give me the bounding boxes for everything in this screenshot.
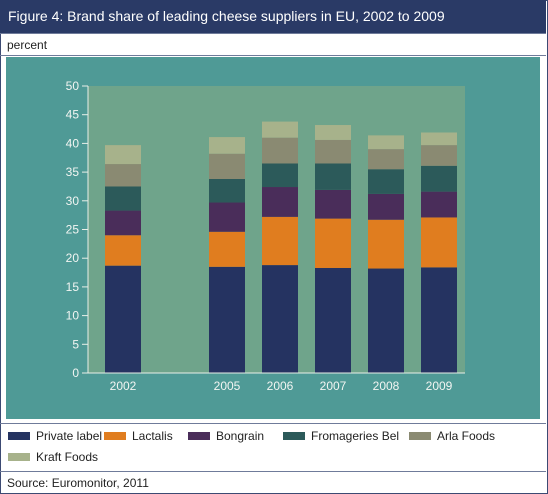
bar-segment [421, 145, 457, 166]
bar-segment [315, 267, 351, 373]
bar-segment [368, 149, 404, 170]
legend-label: Bongrain [216, 429, 265, 443]
x-tick-label: 2005 [214, 379, 241, 393]
legend-item: Private label [8, 429, 102, 445]
chart-title: Figure 4: Brand share of leading cheese … [0, 0, 546, 33]
bar-segment [105, 235, 141, 266]
bar-segment [315, 218, 351, 268]
x-tick-label: 2009 [426, 379, 453, 393]
bar-segment [209, 202, 245, 232]
bar-segment [421, 165, 457, 192]
bar-segment [368, 219, 404, 269]
y-tick-label: 30 [66, 194, 80, 208]
source-note: Source: Euromonitor, 2011 [7, 476, 149, 490]
legend-swatch [8, 431, 30, 440]
bar-segment [105, 210, 141, 236]
bar-segment [368, 169, 404, 194]
legend-swatch [188, 431, 210, 440]
legend-swatch [104, 431, 126, 440]
x-axis: 2002 2005 2006 2007 2008 2009 [88, 372, 465, 393]
bar-segment [262, 265, 298, 373]
unit-label: percent [7, 38, 48, 52]
bar-segment [315, 163, 351, 190]
x-tick-label: 2007 [320, 379, 347, 393]
unit-divider [0, 55, 546, 56]
legend-label: Arla Foods [437, 429, 496, 443]
bar-segment [421, 217, 457, 268]
bar-segment [262, 137, 298, 164]
bar-segment [315, 125, 351, 140]
y-tick-label: 35 [66, 165, 80, 179]
bar-segment [105, 265, 141, 373]
y-axis: 0 5 10 15 20 25 30 35 40 45 50 [66, 79, 89, 380]
bar-segment [262, 121, 298, 138]
bar-segment [368, 135, 404, 150]
bar-segment [209, 231, 245, 267]
legend: Private label Lactalis Bongrain Fromageries… [8, 429, 538, 474]
bar-segment [105, 145, 141, 165]
bar-segment [209, 153, 245, 179]
legend-item: Fromageries Bel [283, 429, 399, 445]
y-tick-label: 40 [66, 136, 80, 150]
bar-segment [315, 139, 351, 164]
legend-swatch [409, 431, 431, 440]
legend-swatch [283, 431, 305, 440]
source-divider [0, 471, 546, 472]
bar-segment [209, 178, 245, 203]
bar-segment [368, 268, 404, 373]
legend-label: Private label [36, 429, 103, 443]
bars-group [105, 121, 457, 373]
bar-segment [209, 137, 245, 154]
bar-segment [105, 186, 141, 211]
legend-item: Lactalis [104, 429, 173, 445]
y-tick-label: 15 [66, 280, 80, 294]
bar-segment [368, 193, 404, 220]
legend-divider-top [0, 423, 546, 424]
bar-segment [209, 266, 245, 373]
y-tick-label: 20 [66, 251, 80, 265]
bar-segment [421, 267, 457, 373]
legend-item: Arla Foods [409, 429, 495, 445]
x-tick-label: 2002 [110, 379, 137, 393]
y-tick-label: 50 [66, 79, 80, 93]
bar-segment [105, 164, 141, 187]
legend-swatch [8, 452, 30, 461]
bar-segment [262, 163, 298, 188]
legend-item: Bongrain [188, 429, 264, 445]
y-tick-label: 5 [72, 337, 79, 351]
bar-segment [421, 132, 457, 146]
y-tick-label: 0 [72, 366, 79, 380]
bar-segment [262, 187, 298, 217]
legend-item: Kraft Foods [8, 450, 98, 466]
bar-segment [315, 189, 351, 219]
title-divider [0, 33, 546, 34]
bar-segment [262, 216, 298, 266]
y-tick-label: 10 [66, 309, 80, 323]
y-tick-label: 45 [66, 108, 80, 122]
x-tick-label: 2006 [267, 379, 294, 393]
legend-label: Fromageries Bel [311, 429, 400, 443]
bar-segment [421, 191, 457, 218]
legend-label: Lactalis [132, 429, 173, 443]
x-tick-label: 2008 [373, 379, 400, 393]
y-tick-label: 25 [66, 223, 80, 237]
legend-label: Kraft Foods [36, 450, 99, 464]
